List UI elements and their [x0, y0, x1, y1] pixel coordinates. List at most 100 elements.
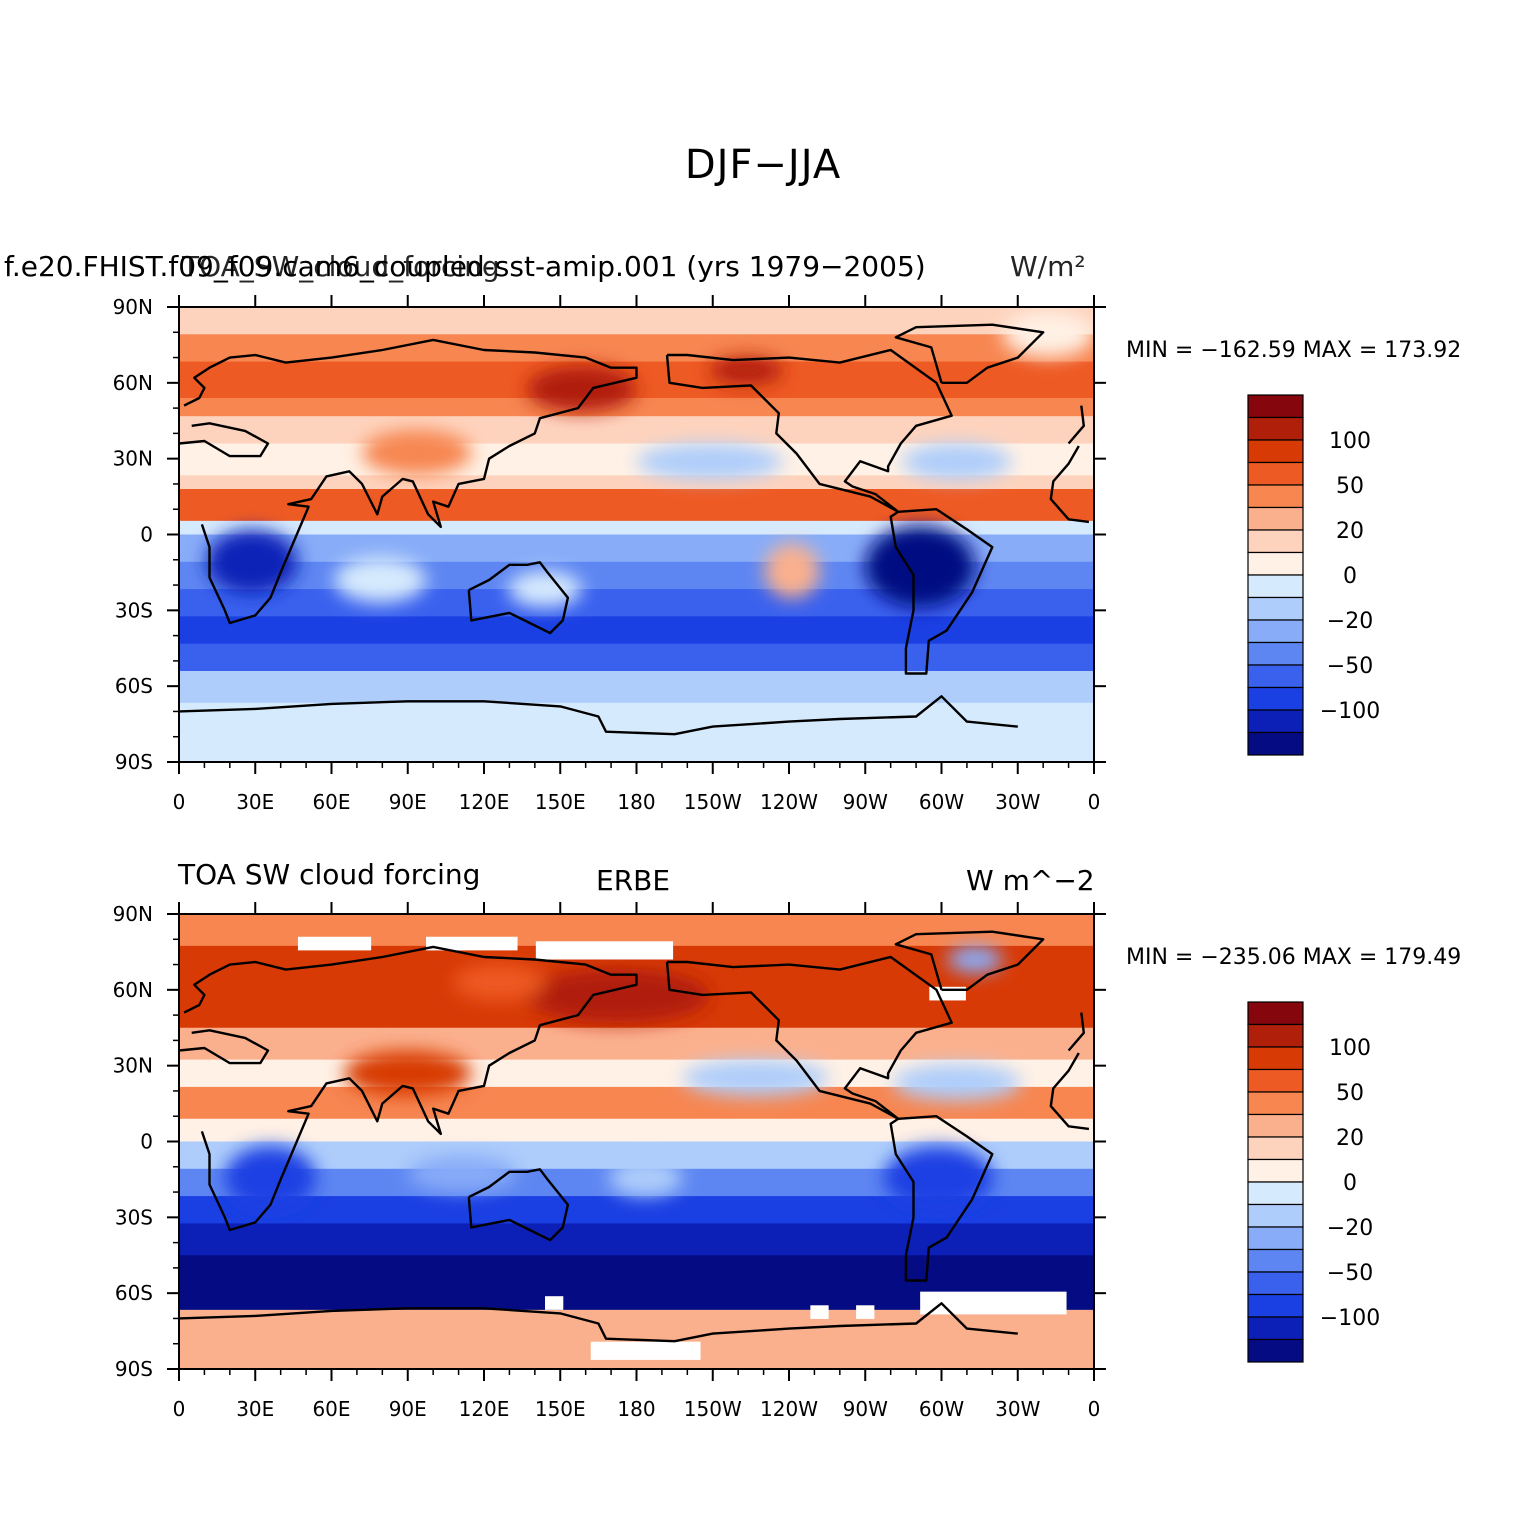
- lon-label: 30E: [236, 790, 274, 814]
- lat-label: 0: [140, 1130, 153, 1154]
- field-band: [179, 489, 1094, 522]
- colorbar-swatch: [1247, 1113, 1304, 1138]
- missing-data-patch: [297, 936, 372, 951]
- panel2-center-title: ERBE: [596, 864, 671, 897]
- colorbar-label: −100: [1320, 1306, 1380, 1331]
- colorbar-label: 100: [1329, 429, 1371, 454]
- lon-label: 90E: [389, 790, 427, 814]
- coastline: [665, 348, 994, 675]
- colorbar-swatch: [1247, 461, 1304, 486]
- field-band: [179, 643, 1094, 672]
- panel2-minmax: MIN = −235.06 MAX = 179.49: [1126, 945, 1462, 970]
- field-blob: [453, 964, 545, 1001]
- lon-label: 90W: [843, 790, 888, 814]
- lat-label: 30N: [113, 1054, 153, 1078]
- colorbar-label: −20: [1327, 1216, 1373, 1241]
- lon-label: 120E: [459, 1397, 510, 1421]
- colorbar-swatch: [1247, 416, 1304, 441]
- coastline: [467, 1168, 570, 1242]
- colorbar-swatch: [1247, 1293, 1304, 1318]
- colorbar-swatch: [1247, 1001, 1304, 1026]
- panel2-units: W m^−2: [966, 864, 1095, 897]
- colorbar-swatch: [1247, 641, 1304, 666]
- field-blob: [883, 1146, 994, 1210]
- colorbar-swatch: [1247, 1181, 1304, 1206]
- lon-label: 90E: [389, 1397, 427, 1421]
- lon-label: 120W: [760, 1397, 818, 1421]
- lat-label: 0: [140, 523, 153, 547]
- colorbar-label: −50: [1327, 654, 1373, 679]
- lon-label: 60W: [919, 1397, 964, 1421]
- colorbar-swatch: [1247, 1023, 1304, 1048]
- field-blob: [362, 429, 472, 476]
- field-band: [179, 671, 1094, 704]
- panel1-units: W/m²: [1010, 250, 1086, 283]
- field-blob: [636, 443, 783, 480]
- lon-label: 30E: [236, 1397, 274, 1421]
- colorbar-swatch: [1247, 1203, 1304, 1228]
- colorbar-swatch: [1247, 1136, 1304, 1161]
- coastline: [179, 1302, 1018, 1343]
- colorbar-swatch: [1247, 596, 1304, 621]
- colorbar-swatch: [1247, 506, 1304, 531]
- map-field-1: [179, 307, 1094, 762]
- coastline: [179, 338, 1090, 625]
- lat-label: 30N: [113, 447, 153, 471]
- colorbar-swatch: [1247, 1158, 1304, 1183]
- field-blob: [508, 570, 582, 608]
- lat-label: 60N: [113, 371, 153, 395]
- colorbar-label: 0: [1343, 1171, 1357, 1196]
- colorbar-label: 20: [1336, 1126, 1364, 1151]
- colorbar-swatch: [1247, 1068, 1304, 1093]
- colorbar-swatch: [1247, 1046, 1304, 1071]
- field-blob: [892, 1064, 1021, 1101]
- field-blob: [407, 1155, 518, 1192]
- missing-data-patch: [426, 936, 518, 951]
- lat-label: 90N: [113, 295, 153, 319]
- colorbar-label: −50: [1327, 1261, 1373, 1286]
- colorbar-swatch: [1247, 1226, 1304, 1251]
- colorbar-swatch: [1247, 1338, 1304, 1363]
- colorbar-swatch: [1247, 686, 1304, 711]
- colorbar-swatch: [1247, 1248, 1304, 1273]
- colorbar-label: 0: [1343, 564, 1357, 589]
- coastline: [894, 930, 1045, 991]
- colorbar-swatch: [1247, 529, 1304, 554]
- field-band: [179, 416, 1094, 445]
- colorbar-swatch: [1247, 439, 1304, 464]
- coastline: [179, 695, 1018, 736]
- field-band: [179, 1118, 1094, 1143]
- lon-label: 60E: [312, 790, 350, 814]
- lat-label: 90N: [113, 902, 153, 926]
- missing-data-patch: [545, 1296, 564, 1310]
- lat-label: 30S: [115, 1205, 153, 1229]
- field-band: [179, 616, 1094, 645]
- lat-label: 90S: [115, 1357, 153, 1381]
- missing-data-patch: [810, 1305, 829, 1319]
- colorbar-swatch: [1247, 551, 1304, 576]
- lon-label: 180: [617, 1397, 655, 1421]
- colorbar-swatch: [1247, 731, 1304, 756]
- figure-title: DJF−JJA: [684, 142, 842, 188]
- lat-label: 60N: [113, 978, 153, 1002]
- lat-label: 90S: [115, 750, 153, 774]
- colorbar-swatch: [1247, 484, 1304, 509]
- colorbar-label: −20: [1327, 609, 1373, 634]
- field-blob: [224, 1146, 317, 1210]
- lon-label: 90W: [843, 1397, 888, 1421]
- field-blob: [609, 1159, 683, 1197]
- coastline: [894, 323, 1045, 384]
- panel1-minmax: MIN = −162.59 MAX = 173.92: [1126, 338, 1462, 363]
- field-blob: [709, 357, 783, 385]
- field-blob: [526, 366, 637, 412]
- colorbar-swatch: [1247, 574, 1304, 599]
- field-band: [179, 1223, 1094, 1257]
- lon-label: 0: [1088, 790, 1101, 814]
- panel2-left-title: TOA SW cloud forcing: [178, 858, 481, 891]
- lon-label: 150E: [535, 1397, 586, 1421]
- field-band: [179, 398, 1094, 418]
- field-blob: [764, 543, 820, 599]
- colorbar-swatch: [1247, 664, 1304, 689]
- field-band: [179, 1027, 1094, 1061]
